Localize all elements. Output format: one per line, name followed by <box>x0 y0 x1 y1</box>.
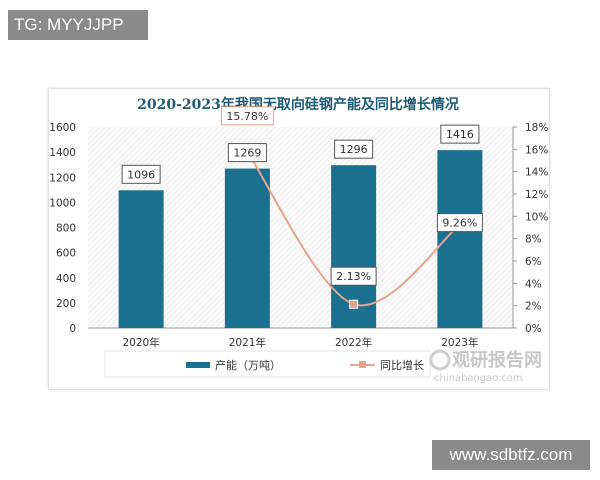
bar-value-label-box <box>334 139 374 159</box>
bar-value-label-box <box>121 164 161 184</box>
growth-value-label: 15.78% <box>226 110 268 123</box>
legend-line-marker <box>359 361 366 368</box>
left-y-tick-label: 1400 <box>49 147 76 159</box>
bar-value-label: 1416 <box>446 128 474 141</box>
growth-value-label: 9.26% <box>442 217 477 230</box>
left-y-tick-label: 600 <box>56 248 76 260</box>
x-tick-label: 2021年 <box>229 336 266 349</box>
watermark-logo-icon <box>429 349 451 371</box>
left-y-tick-label: 200 <box>56 298 76 310</box>
right-y-tick-label: 14% <box>525 167 548 179</box>
x-tick-label: 2020年 <box>123 336 160 349</box>
right-y-tick-label: 6% <box>525 256 542 268</box>
watermark: 观研报告网 chinabaogao.com <box>429 349 542 384</box>
bar-value-label-box <box>440 124 480 144</box>
left-y-tick-label: 1200 <box>49 172 76 184</box>
left-y-tick-label: 1000 <box>49 197 76 209</box>
top-left-label: TG: MYYJJPP <box>8 10 148 40</box>
chart-title: 2020-2023年我国无取向硅钢产能及同比增长情况 <box>137 96 459 113</box>
right-y-tick-label: 2% <box>525 301 542 313</box>
right-y-tick-label: 12% <box>525 189 548 201</box>
growth-value-label: 2.13% <box>336 270 371 283</box>
bar <box>118 190 164 328</box>
right-y-tick-label: 4% <box>525 278 542 290</box>
legend-box <box>104 350 431 378</box>
left-y-tick-label: 800 <box>56 223 76 235</box>
left-y-tick-label: 0 <box>69 323 76 335</box>
growth-value-label-box <box>436 213 483 233</box>
growth-value-label-box <box>220 106 274 126</box>
x-tick-label: 2022年 <box>335 336 372 349</box>
left-y-tick-label: 1600 <box>49 122 76 134</box>
right-y-tick-label: 16% <box>525 144 548 156</box>
watermark-logo-text: 观研报告网 <box>452 349 542 371</box>
left-y-tick-label: 400 <box>56 273 76 285</box>
bar-value-label-box <box>227 143 267 163</box>
legend-line-label: 同比增长 <box>380 358 424 372</box>
bar-value-label: 1269 <box>233 147 261 160</box>
x-tick-label: 2023年 <box>441 336 478 349</box>
right-y-tick-label: 10% <box>525 211 548 223</box>
legend-bar-swatch <box>186 362 210 368</box>
right-y-tick-label: 8% <box>525 234 542 246</box>
growth-value-label-box <box>330 266 377 286</box>
bar <box>437 150 483 328</box>
right-y-tick-label: 0% <box>525 323 542 335</box>
growth-point <box>349 299 359 309</box>
legend-bar-label: 产能（万吨） <box>215 358 281 372</box>
bar-value-label: 1296 <box>340 143 368 156</box>
watermark-domain: chinabaogao.com <box>434 373 523 384</box>
bottom-right-label: www.sdbtfz.com <box>432 440 590 470</box>
bar <box>224 168 270 328</box>
bar-value-label: 1096 <box>127 168 155 181</box>
right-y-tick-label: 18% <box>525 122 548 134</box>
